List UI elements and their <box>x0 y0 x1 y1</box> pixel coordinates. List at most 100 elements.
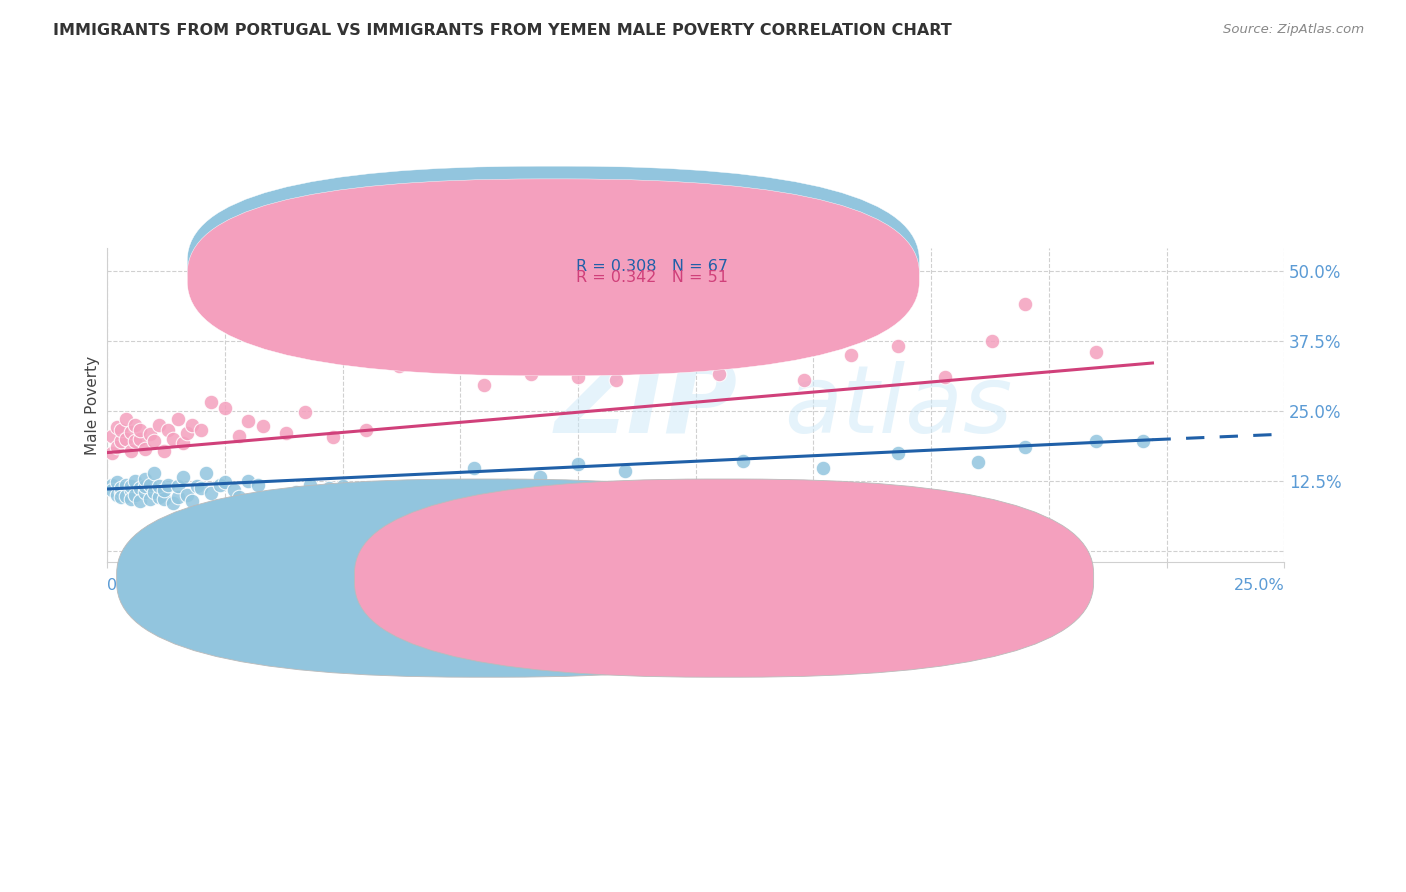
Point <box>152 492 174 507</box>
Point <box>276 425 298 440</box>
Point <box>378 494 401 508</box>
Point <box>124 474 146 488</box>
Point <box>181 417 204 432</box>
Point <box>402 483 425 497</box>
Point <box>138 477 160 491</box>
Point <box>152 483 174 497</box>
Point <box>152 444 174 458</box>
Point <box>238 414 260 428</box>
Point <box>162 496 184 510</box>
Point <box>172 469 194 483</box>
Point <box>284 484 307 499</box>
Point <box>110 423 132 437</box>
Point <box>167 412 190 426</box>
Point <box>148 417 170 432</box>
Point <box>134 484 156 499</box>
Point <box>176 425 198 440</box>
Point <box>129 494 152 508</box>
Point <box>426 344 449 359</box>
Point <box>472 378 495 392</box>
Point <box>115 432 138 446</box>
Point <box>162 432 184 446</box>
Point <box>224 483 246 497</box>
Point <box>811 460 834 475</box>
Point <box>129 432 152 446</box>
Point <box>214 475 236 490</box>
Point <box>190 481 212 495</box>
Point <box>496 477 519 491</box>
Point <box>252 419 274 434</box>
Point <box>181 494 204 508</box>
Point <box>115 489 138 503</box>
Text: ZIP: ZIP <box>554 357 738 453</box>
Point <box>120 444 142 458</box>
Text: atlas: atlas <box>785 361 1012 452</box>
Point <box>120 479 142 493</box>
Point <box>1132 434 1154 449</box>
Point <box>839 348 862 362</box>
Point <box>1084 434 1107 449</box>
Point <box>260 491 283 505</box>
Point <box>614 464 637 478</box>
Point <box>134 442 156 456</box>
Point <box>101 483 124 497</box>
Point <box>294 405 316 419</box>
Point <box>115 412 138 426</box>
Text: 25.0%: 25.0% <box>1233 578 1284 593</box>
Point <box>176 487 198 501</box>
Point <box>887 339 910 353</box>
Text: R = 0.342   N = 51: R = 0.342 N = 51 <box>575 270 728 285</box>
Point <box>322 430 344 444</box>
Point <box>567 457 589 471</box>
Point <box>134 472 156 486</box>
Point <box>731 454 754 468</box>
Point <box>1084 344 1107 359</box>
FancyBboxPatch shape <box>117 479 856 677</box>
Point <box>105 440 128 454</box>
Point <box>105 487 128 501</box>
Point <box>167 491 190 505</box>
Point <box>110 434 132 449</box>
Point <box>138 492 160 507</box>
Point <box>200 395 222 409</box>
Point <box>157 423 180 437</box>
Point <box>354 423 377 437</box>
FancyBboxPatch shape <box>354 479 1094 677</box>
Point <box>115 477 138 491</box>
Point <box>520 368 543 382</box>
Point <box>934 370 956 384</box>
Point <box>200 486 222 500</box>
Point <box>332 479 354 493</box>
Point <box>318 481 340 495</box>
Point <box>120 492 142 507</box>
Point <box>167 479 190 493</box>
Y-axis label: Male Poverty: Male Poverty <box>86 355 100 455</box>
Point <box>214 401 236 415</box>
Point <box>157 477 180 491</box>
Point <box>529 469 551 483</box>
Point <box>276 494 298 508</box>
Point <box>134 479 156 493</box>
Point <box>793 373 815 387</box>
Point <box>105 475 128 490</box>
Point <box>463 460 485 475</box>
Point <box>981 334 1004 348</box>
FancyBboxPatch shape <box>187 179 920 376</box>
Text: Immigrants from Yemen: Immigrants from Yemen <box>749 571 925 586</box>
Point <box>110 484 132 499</box>
Point <box>172 436 194 450</box>
Point <box>1014 297 1036 311</box>
Point <box>148 479 170 493</box>
Point <box>143 467 166 481</box>
Point <box>228 491 250 505</box>
Point <box>143 434 166 449</box>
Text: IMMIGRANTS FROM PORTUGAL VS IMMIGRANTS FROM YEMEN MALE POVERTY CORRELATION CHART: IMMIGRANTS FROM PORTUGAL VS IMMIGRANTS F… <box>53 23 952 38</box>
Point <box>105 420 128 434</box>
Point <box>186 479 208 493</box>
Point <box>887 445 910 459</box>
Point <box>148 491 170 505</box>
Point <box>1014 440 1036 454</box>
Point <box>143 484 166 499</box>
Point <box>388 359 411 373</box>
Point <box>110 481 132 495</box>
